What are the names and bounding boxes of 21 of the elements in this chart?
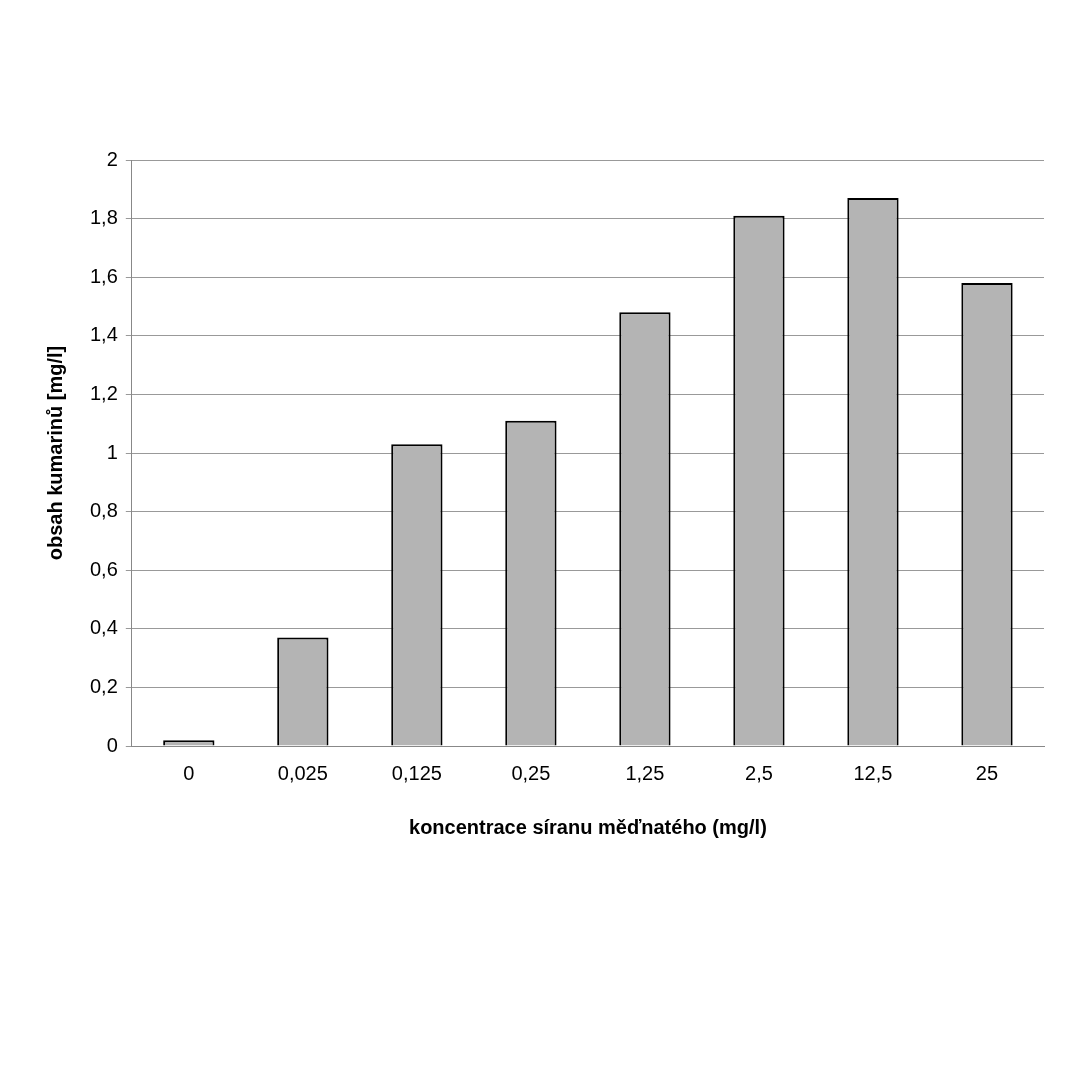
- x-tick-label: 1,25: [625, 761, 665, 784]
- y-tick-label: 0: [106, 733, 118, 756]
- y-tick-label: 1,6: [89, 264, 118, 287]
- x-tick-label: 12,5: [853, 761, 893, 784]
- x-tick-label: 0,125: [391, 761, 442, 784]
- y-tick-label: 0,8: [89, 499, 118, 522]
- y-tick-label: 2: [106, 147, 118, 170]
- y-tick-label: 1,8: [89, 206, 118, 229]
- x-axis-title: koncentrace síranu měďnatého (mg/l): [409, 815, 767, 838]
- x-tick-label: 2,5: [745, 761, 773, 784]
- x-tick-label: 0: [183, 761, 195, 784]
- y-tick-label: 1: [106, 440, 118, 463]
- x-tick-label: 25: [975, 761, 999, 784]
- y-tick-label: 0,2: [89, 674, 118, 697]
- x-tick-label: 0,025: [277, 761, 328, 784]
- y-tick-label: 1,2: [89, 381, 118, 404]
- y-axis-title: obsah kumarinů [mg/l]: [43, 345, 66, 561]
- y-tick-label: 0,4: [89, 616, 118, 639]
- y-tick-label: 1,4: [89, 323, 118, 346]
- x-tick-label: 0,25: [511, 761, 551, 784]
- y-tick-label: 0,6: [89, 557, 118, 580]
